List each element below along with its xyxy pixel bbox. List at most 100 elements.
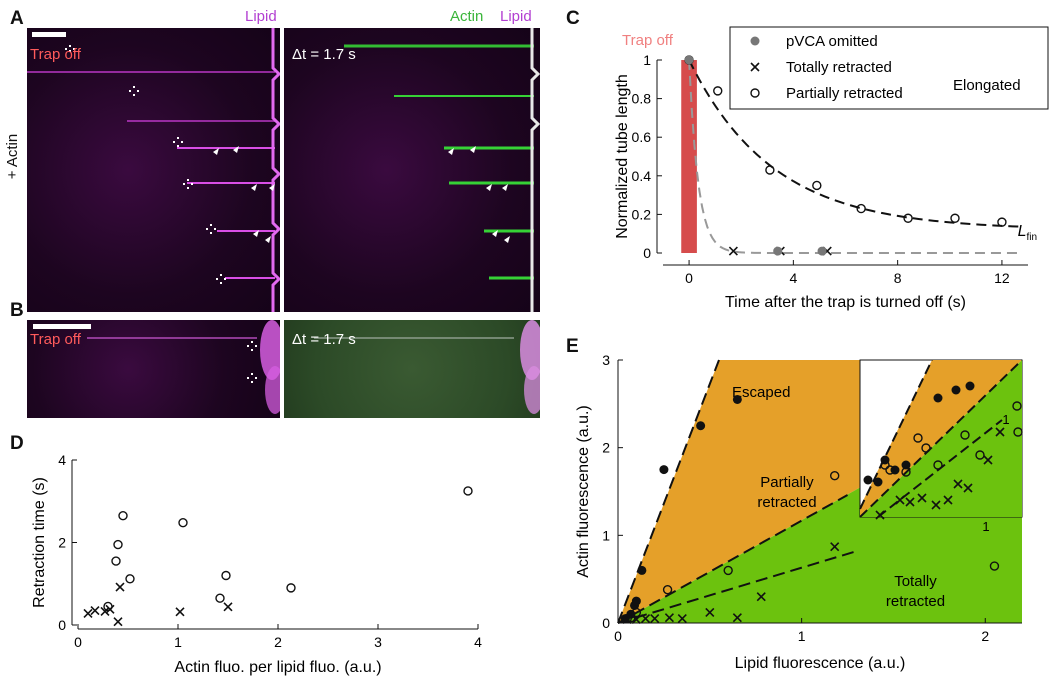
inset-data-point (873, 477, 883, 487)
inset-data-point (917, 493, 927, 503)
y-tick-label: 0.2 (632, 206, 652, 222)
inset-data-point (960, 430, 970, 440)
trap-off-bar (681, 60, 697, 253)
inset-y-tick-label: 1 (1002, 412, 1009, 427)
data-point (756, 592, 766, 602)
data-point (773, 246, 783, 256)
micrograph-b-lipid (27, 320, 280, 418)
data-point (622, 614, 632, 625)
micrograph-a-lipid-art (27, 28, 280, 312)
panel-letter-b: B (10, 300, 24, 321)
inset-data-point (953, 479, 963, 489)
data-point (732, 394, 742, 404)
data-point (637, 565, 647, 575)
inset-data-point (963, 483, 973, 493)
data-point (829, 471, 840, 481)
inset-data-point (995, 427, 1005, 437)
region-label-escaped: Escaped (732, 384, 790, 401)
data-point (631, 596, 641, 606)
legend-extra-label: Elongated (953, 77, 1021, 94)
region-label-partial-2: retracted (757, 494, 816, 511)
panel-a-actin-label: Actin (450, 8, 484, 25)
micrograph-b-lipid-art (33, 320, 280, 414)
data-point (997, 217, 1007, 227)
inset-data-point (983, 455, 993, 465)
x-tick-label: 3 (374, 634, 382, 650)
data-point (118, 510, 128, 521)
x-tick-label: 0 (614, 628, 622, 644)
data-point (677, 614, 687, 624)
y-tick-label: 0 (602, 615, 610, 631)
legend-marker-filled (750, 36, 760, 46)
chart-c: Trap off 0 4 8 12 0 0.2 0.4 0.6 0.8 1 Time after th… (614, 26, 1049, 311)
inset-data-point (885, 465, 895, 475)
data-point (83, 608, 93, 619)
y-tick-label: 0 (643, 245, 651, 261)
y-tick-label: 1 (602, 527, 610, 543)
x-axis-label: Time after the trap is turned off (s) (725, 294, 966, 311)
x-tick-label: 0 (685, 270, 693, 286)
data-point (705, 607, 715, 618)
inset-data-point (895, 495, 905, 505)
data-point (713, 86, 723, 96)
data-point (856, 203, 866, 214)
x-tick-label: 8 (894, 270, 902, 286)
data-point (728, 246, 738, 256)
legend-label: pVCA omitted (786, 33, 878, 50)
x-tick-label: 4 (474, 634, 482, 650)
inset-data-point (880, 460, 890, 470)
trap-off-banner: Trap off (622, 32, 674, 49)
panel-a-dt: Δt = 1.7 s (292, 46, 356, 63)
data-point (286, 583, 296, 593)
data-point (113, 617, 123, 627)
data-point (817, 246, 827, 256)
legend-marker-open (750, 88, 760, 98)
data-point (631, 607, 642, 618)
panel-a-lipid-label: Lipid (245, 8, 277, 25)
y-tick-label: 2 (58, 535, 66, 551)
x-tick-label: 4 (789, 270, 797, 286)
boundary-partial (617, 494, 849, 624)
data-point (950, 213, 960, 223)
data-point (178, 517, 188, 528)
inset-data-point (901, 460, 911, 470)
data-point (650, 614, 660, 624)
inset-data-point (905, 497, 915, 507)
y-axis-label: Actin fluorescence (a.u.) (575, 405, 592, 578)
data-point (640, 614, 651, 624)
region-label-partial-1: Partially (760, 474, 814, 491)
data-point (696, 421, 706, 431)
micrograph-a-merge (284, 28, 540, 312)
micrograph-b-merge (284, 320, 540, 418)
data-point (111, 556, 121, 566)
inset-data-point (1012, 401, 1022, 411)
inset-data-point (1013, 427, 1023, 437)
x-tick-label: 12 (994, 270, 1010, 286)
legend-label: Totally retracted (786, 59, 892, 76)
inset-boundary-escaped (859, 359, 933, 510)
data-point (105, 604, 115, 614)
panel-b-dt: Δt = 1.7 s (292, 331, 356, 348)
y-tick-label: 0.6 (632, 129, 652, 145)
inset-data-point (901, 467, 911, 477)
micrograph-b-merge-art (314, 320, 540, 414)
micrograph-a-lipid (27, 28, 280, 312)
inset-data-point (921, 443, 931, 453)
legend-box (729, 26, 1049, 110)
y-tick-label: 0.4 (632, 168, 652, 184)
boundary-total (617, 550, 858, 624)
inset-data-point (943, 495, 953, 505)
inset-data-point (965, 381, 975, 391)
chart-e: 0 1 2 0 1 2 3 Lipid fluorescence (a.u.) Actin fl… (575, 352, 1023, 672)
x-axis-label: Actin fluo. per lipid fluo. (a.u.) (174, 659, 381, 676)
data-point (903, 213, 913, 223)
panel-letter-a: A (10, 8, 24, 29)
chart-d: 0 1 2 3 4 0 2 4 Actin fluo. per lipid fluo. (a.u… (31, 452, 482, 676)
curve-label: Lfin (1018, 223, 1037, 243)
y-axis-label: Retraction time (s) (31, 477, 48, 608)
inset-data-point (875, 510, 885, 520)
inset-data-point (975, 450, 985, 460)
inset-data-point (933, 393, 943, 403)
inset-data-point (863, 475, 873, 485)
data-point (622, 613, 632, 624)
